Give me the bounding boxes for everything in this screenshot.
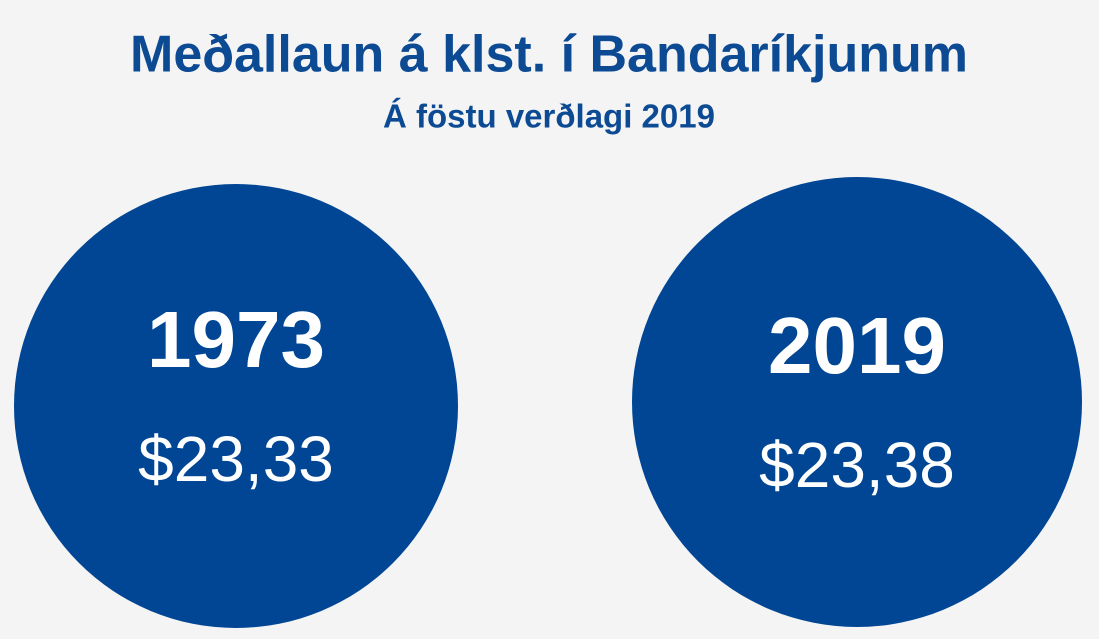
year: 1973 bbox=[147, 295, 325, 384]
circle bbox=[632, 177, 1082, 627]
title: Meðallaun á klst. í Bandaríkjunum bbox=[130, 26, 968, 84]
wage: $23,38 bbox=[759, 429, 955, 501]
circle bbox=[14, 184, 458, 628]
subtitle: Á föstu verðlagi 2019 bbox=[383, 98, 715, 135]
year: 2019 bbox=[768, 301, 946, 390]
wage: $23,33 bbox=[138, 423, 334, 495]
